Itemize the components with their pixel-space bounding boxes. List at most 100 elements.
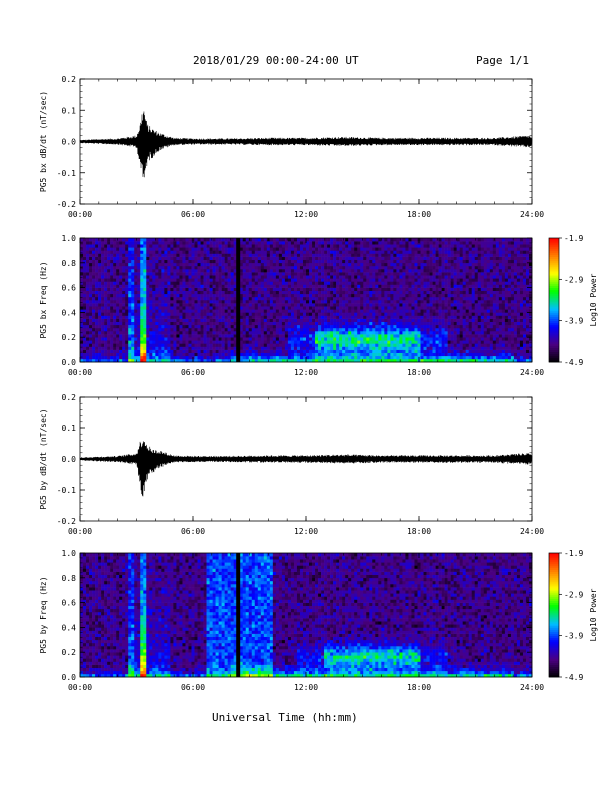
spectrogram-cell (146, 293, 150, 298)
spectrogram-cell (369, 284, 373, 288)
spectrogram-cell (182, 241, 186, 245)
spectrogram-cell (161, 247, 165, 251)
spectrogram-cell (302, 253, 307, 257)
spectrogram-cell (441, 265, 445, 270)
spectrogram-cell (113, 278, 117, 282)
spectrogram-cell (278, 241, 283, 245)
spectrogram-cell (161, 262, 165, 267)
spectrogram-cell (158, 262, 162, 267)
spectrogram-cell (95, 269, 99, 273)
spectrogram-cell (125, 358, 129, 363)
spectrogram-cell (188, 327, 192, 332)
spectrogram-cell (254, 327, 259, 332)
spectrogram-cell (167, 300, 171, 304)
spectrogram-cell (324, 321, 328, 326)
spectrogram-cell (83, 296, 87, 301)
spectrogram-cell (152, 346, 156, 350)
spectrogram-cell (438, 312, 442, 316)
spectrogram-cell (302, 340, 307, 344)
spectrogram-cell (218, 303, 222, 307)
spectrogram-cell (212, 296, 216, 301)
spectrogram-cell (149, 265, 153, 270)
spectrogram-cell (257, 238, 262, 242)
spectrogram-cell (345, 334, 349, 338)
spectrogram-cell (131, 309, 135, 313)
spectrogram-cell (179, 278, 183, 282)
spectrogram-cell (260, 324, 265, 329)
spectrogram-cell (113, 300, 117, 304)
spectrogram-cell (299, 334, 304, 338)
spectrogram-cell (363, 253, 367, 257)
spectrogram-cell (266, 293, 271, 298)
spectrogram-cell (134, 272, 138, 276)
spectrogram-cell (296, 284, 301, 288)
spectrogram-cell (239, 272, 244, 276)
spectrogram-cell (197, 296, 201, 301)
spectrogram-cell (269, 262, 274, 267)
spectrogram-cell (269, 331, 274, 335)
spectrogram-cell (381, 346, 385, 350)
spectrogram-cell (257, 315, 262, 319)
spectrogram-cell (438, 262, 442, 267)
spectrogram-cell (245, 340, 250, 344)
spectrogram-cell (366, 296, 370, 301)
spectrogram-cell (345, 296, 349, 301)
spectrogram-cell (215, 238, 219, 242)
spectrogram-cell (363, 272, 367, 276)
spectrogram-cell (357, 272, 361, 276)
spectrogram-cell (272, 303, 277, 307)
spectrogram-cell (384, 259, 388, 264)
spectrogram-cell (369, 343, 373, 347)
spectrogram-cell (284, 287, 289, 291)
spectrogram-cell (393, 324, 397, 329)
spectrogram-cell (83, 259, 87, 264)
spectrogram-cell (122, 272, 126, 276)
spectrogram-cell (429, 250, 433, 254)
spectrogram-cell (206, 352, 210, 357)
spectrogram-cell (209, 241, 213, 245)
spectrogram-cell (381, 278, 385, 282)
spectrogram-cell (167, 312, 171, 316)
spectrogram-cell (137, 296, 141, 301)
spectrogram-cell (284, 241, 289, 245)
spectrogram-cell (405, 244, 409, 248)
spectrogram-cell (137, 265, 141, 270)
spectrogram-cell (185, 281, 189, 285)
spectrogram-cell (290, 321, 295, 326)
spectrogram-cell (149, 318, 153, 322)
spectrogram-cell (312, 315, 316, 319)
spectrogram-cell (116, 275, 120, 279)
spectrogram-cell (342, 278, 346, 282)
spectrogram-cell (221, 303, 225, 307)
spectrogram-cell (441, 241, 445, 245)
spectrogram-cell (366, 281, 370, 285)
spectrogram-cell (146, 247, 150, 251)
spectrogram-cell (441, 300, 445, 304)
spectrogram-cell (92, 312, 96, 316)
spectrogram-cell (173, 262, 177, 267)
spectrogram-cell (302, 321, 307, 326)
spectrogram-cell (224, 287, 228, 291)
spectrogram-cell (167, 269, 171, 273)
spectrogram-cell (101, 247, 105, 251)
spectrogram-cell (164, 262, 168, 267)
spectrogram-cell (275, 269, 280, 273)
spectrogram-cell (426, 346, 430, 350)
spectrogram-cell (266, 287, 271, 291)
spectrogram-cell (239, 306, 244, 310)
spectrogram-cell (149, 315, 153, 319)
spectrogram-cell (83, 290, 87, 295)
spectrogram-cell (438, 300, 442, 304)
spectrogram-cell (293, 275, 298, 279)
spectrogram-cell (179, 309, 183, 313)
spectrogram-cell (206, 272, 210, 276)
spectrogram-cell (366, 327, 370, 332)
spectrogram-cell (435, 284, 439, 288)
spectrogram-cell (339, 275, 343, 279)
spectrogram-cell (149, 272, 153, 276)
spectrogram-cell (200, 327, 204, 332)
spectrogram-cell (381, 275, 385, 279)
spectrogram-cell (324, 312, 328, 316)
spectrogram-cell (215, 340, 219, 344)
spectrogram-cell (89, 247, 93, 251)
